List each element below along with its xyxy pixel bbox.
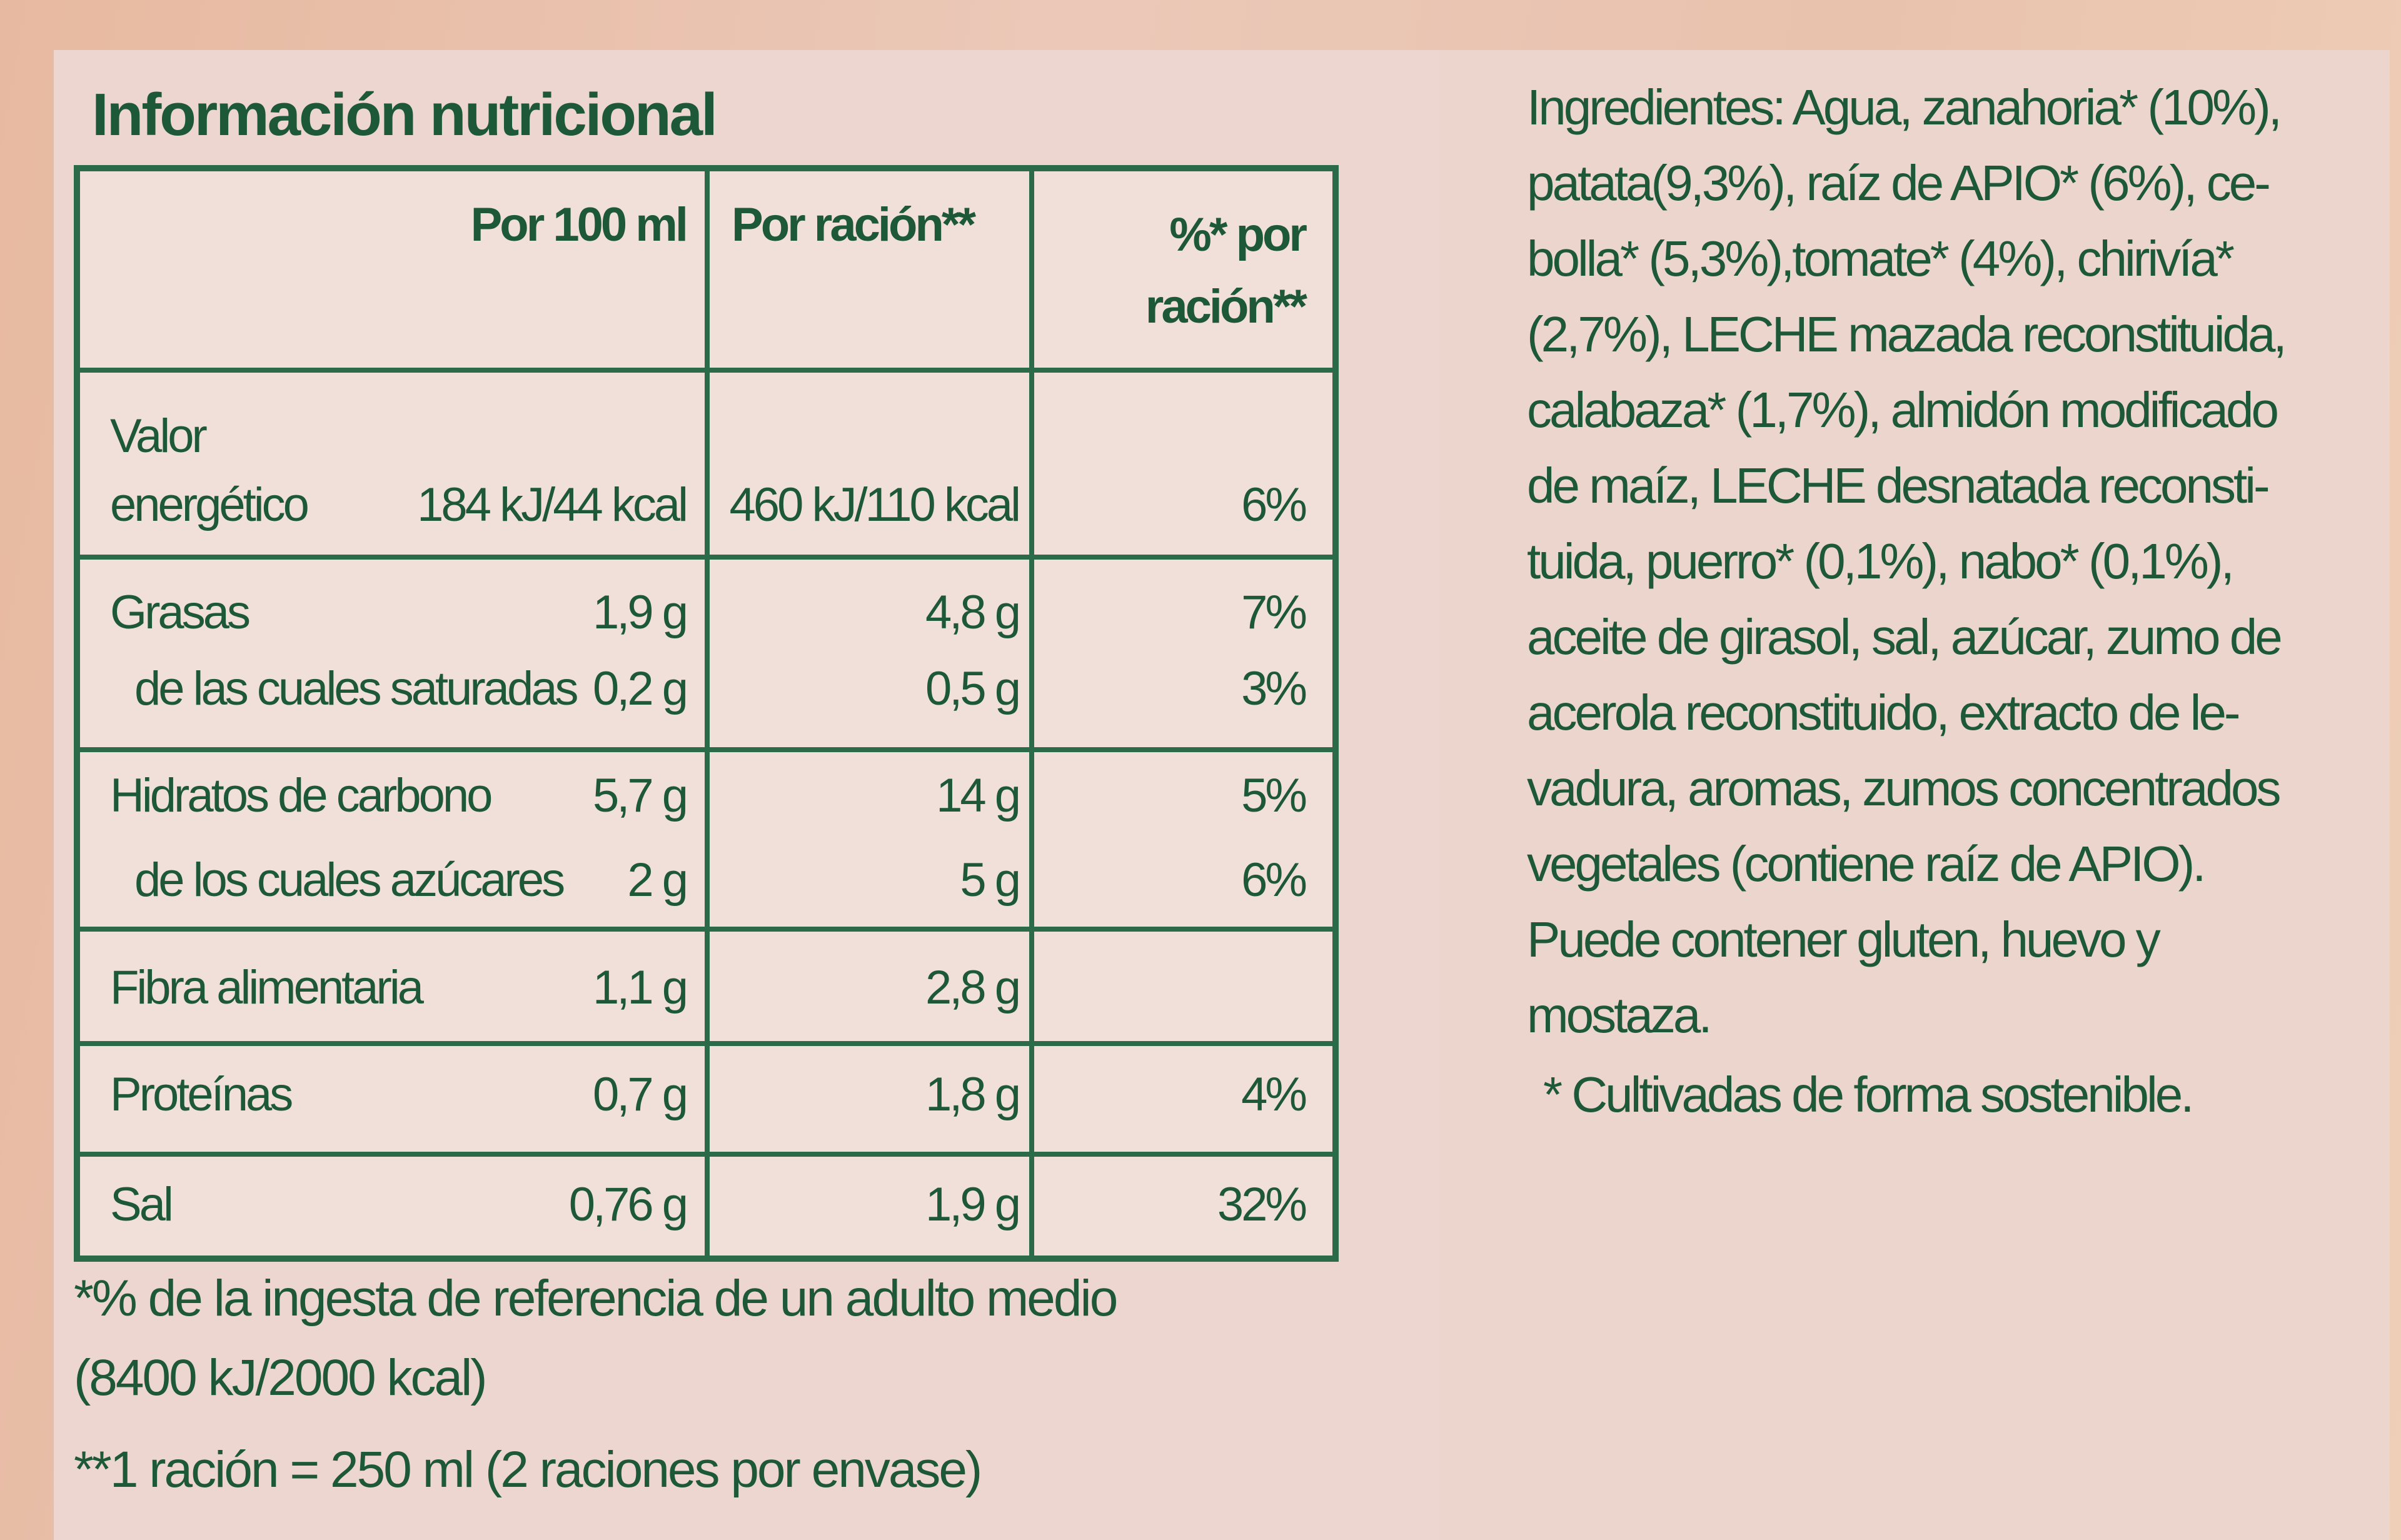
row-label: Grasas [110,586,251,639]
ingredients-line: calabaza* (1,7%), almidón modificado [1527,382,2279,438]
value: 0,2 g [592,662,688,715]
ingredients-panel [1439,50,2390,1540]
ingredients-line: vegetales (contiene raíz de APIO). [1527,836,2206,892]
ingredients-line: Puede contener gluten, huevo y [1527,912,2161,967]
row-label: Sal [110,1178,174,1231]
value: 4% [1241,1068,1307,1121]
ingredients-line: patata(9,3%), raíz de APIO* (6%), ce- [1527,155,2271,211]
column-header: Por ración** [732,198,976,251]
ingredients-line: aceite de girasol, sal, azúcar, zumo de [1527,609,2283,665]
value: 4,8 g [925,586,1021,639]
column-header: %* por ración** [1145,208,1307,333]
value: 460 kJ/110 kcal [729,478,1021,531]
ingredients-line: tuida, puerro* (0,1%), nabo* (0,1%), [1527,533,2235,589]
value: 3% [1241,662,1307,715]
value: 1,9 g [925,1178,1021,1231]
row-label: Proteínas [110,1068,293,1121]
ingredients-line: de maíz, LECHE desnatada reconsti- [1527,458,2270,513]
ingredients-line: Ingredientes: Agua, zanahoria* (10%), [1527,79,2282,135]
row-label: de los cuales azúcares [134,853,565,907]
value: 1,9 g [592,586,688,639]
footnote: (8400 kJ/2000 kcal) [74,1349,488,1406]
value: 32% [1217,1178,1307,1231]
value: 14 g [936,769,1021,822]
value: 184 kJ/44 kcal [417,478,688,531]
ingredients-line: mostaza. [1527,987,1713,1043]
value: 5 g [960,853,1021,907]
value: 1,8 g [925,1068,1021,1121]
value: 2 g [627,853,688,907]
value: 0,7 g [592,1068,688,1121]
table-cell [1029,368,1337,560]
column-header: Por 100 ml [470,198,688,251]
table-cell [1029,555,1337,752]
ingredients-line: vadura, aromas, zumos concentrados [1527,760,2281,816]
table-cell [1029,1152,1337,1261]
row-label: Hidratos de carbono [110,769,493,822]
ingredients-note: * Cultivadas de forma sostenible. [1543,1067,2194,1122]
value: 5,7 g [592,769,688,822]
value: 7% [1241,586,1307,639]
value: 5% [1241,769,1307,822]
value: 2,8 g [925,961,1021,1014]
ingredients-line: bolla* (5,3%),tomate* (4%), chirivía* [1527,231,2235,286]
value: 0,76 g [568,1178,688,1231]
row-label: Valor energético [110,410,310,531]
row-label: de las cuales saturadas [134,662,578,715]
value: 6% [1241,853,1307,907]
table-cell [1029,927,1337,1046]
footnote: **1 ración = 250 ml (2 raciones por enva… [74,1441,982,1498]
value: 6% [1241,478,1307,531]
value: 0,5 g [925,662,1021,715]
value: 1,1 g [592,961,688,1014]
ingredients-line: acerola reconstituido, extracto de le- [1527,685,2241,740]
title: Información nutricional [92,81,718,148]
row-label: Fibra alimentaria [110,961,424,1014]
table-border [74,165,1339,1262]
footnote: *% de la ingesta de referencia de un adu… [74,1270,1118,1327]
ingredients-line: (2,7%), LECHE mazada reconstituida, [1527,306,2287,362]
